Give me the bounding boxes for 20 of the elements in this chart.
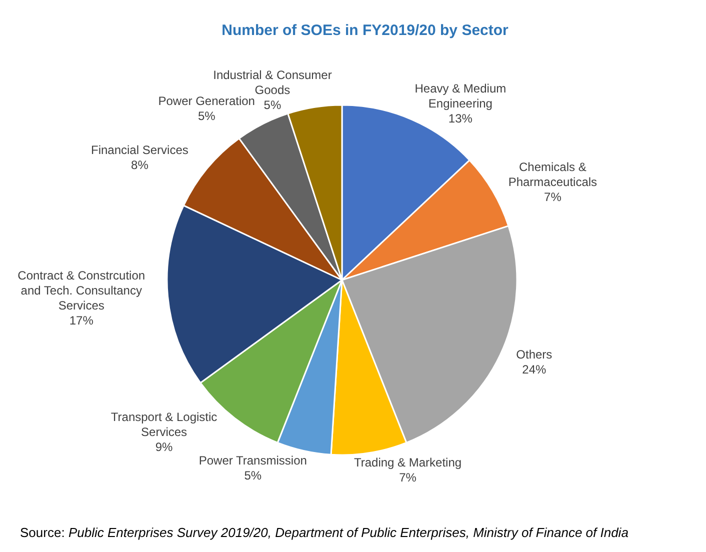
- slice-label: Financial Services: [90, 142, 188, 157]
- data-label: 24%: [522, 362, 547, 376]
- data-label: 7%: [399, 470, 417, 485]
- data-label: 5%: [264, 98, 282, 112]
- slice-label: Chemicals & Pharmaceuticals: [508, 160, 598, 190]
- slice-label: Power Transmission: [198, 453, 307, 468]
- slice-label: Others: [516, 347, 552, 362]
- chart-title: Number of SOEs in FY2019/20 by Sector: [222, 22, 509, 39]
- slice-label: Contract & Constrcution and Tech. Consultancy Services: [18, 268, 146, 313]
- slice-label: Heavy & Medium Engineering: [414, 81, 506, 110]
- data-label: 13%: [448, 111, 473, 126]
- data-label: 17%: [69, 314, 94, 328]
- slice-label: Transport & Logistic Services: [110, 410, 218, 440]
- slice-label: Trading & Marketing: [354, 456, 462, 470]
- data-label: 5%: [198, 108, 216, 123]
- data-label: 5%: [244, 468, 262, 482]
- source-note: Source: Public Enterprises Survey 2019/20, Department of Public Enterprises, Ministry of Finance of India: [20, 525, 628, 540]
- data-label: 7%: [544, 190, 562, 204]
- data-label: 8%: [131, 158, 149, 172]
- data-label: 9%: [155, 440, 174, 454]
